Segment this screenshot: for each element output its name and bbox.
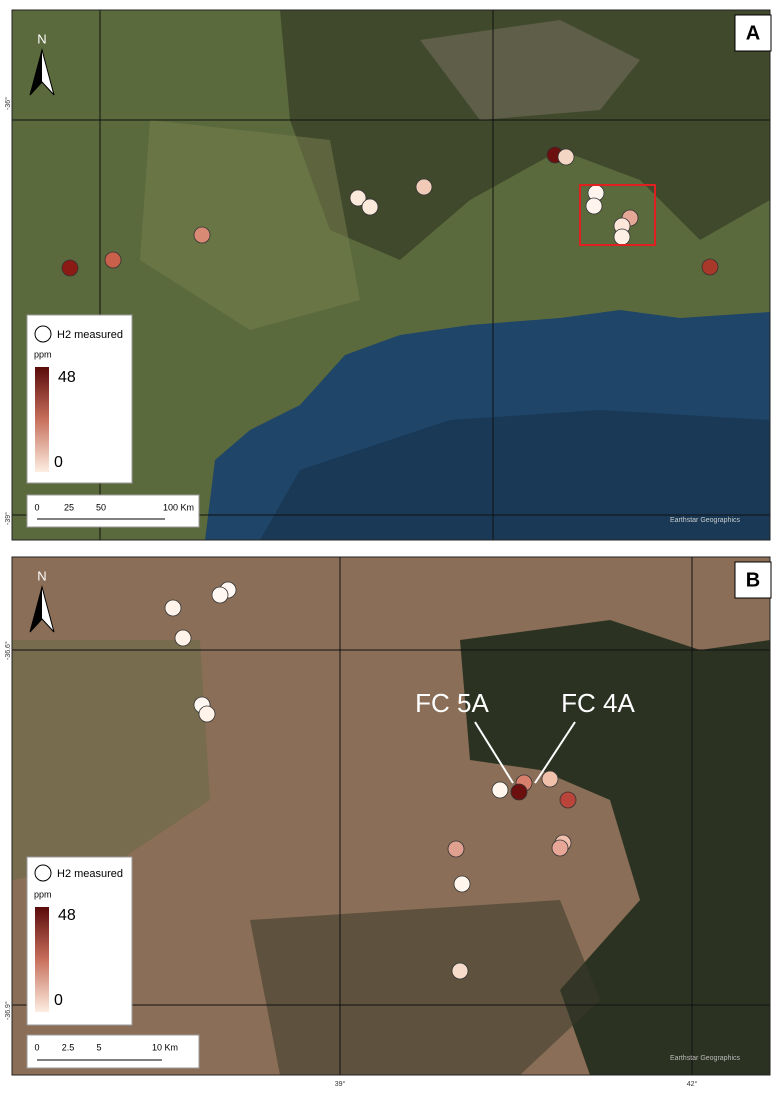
annotation-arrow [474, 721, 514, 784]
scale-label: 10 Km [152, 1042, 178, 1052]
coordinate: -36.6° [4, 641, 12, 660]
farmland [12, 640, 210, 880]
coordinate: 39° [335, 1080, 346, 1088]
legend: H2 measured ppm 48 0 [26, 856, 133, 1026]
attribution: Earthstar Geographics [670, 517, 741, 524]
legend-title: H2 measured [57, 329, 123, 341]
coordinate: -36° [4, 97, 12, 110]
legend-title: H2 measured [57, 868, 123, 880]
north-arrow [30, 50, 42, 95]
sample-point [541, 770, 559, 788]
sample-point [510, 783, 528, 801]
scale-label: 50 [96, 502, 106, 512]
deep-ocean [260, 410, 770, 540]
north-arrow [30, 587, 42, 632]
annotation: FC 4A [561, 688, 635, 718]
scale-label: 25 [64, 502, 74, 512]
points [164, 581, 577, 980]
sample-point [551, 839, 569, 857]
sample-point [701, 258, 719, 276]
dark-vegetation [250, 900, 600, 1075]
sample-point [174, 629, 192, 647]
legend-symbol [34, 864, 52, 882]
sample-point [453, 875, 471, 893]
panel-label: A [746, 22, 760, 44]
annotation-arrow [534, 721, 576, 784]
panel-label: B [746, 569, 760, 591]
legend-min: 0 [54, 454, 63, 471]
sample-point [61, 259, 79, 277]
color-ramp [35, 907, 49, 1012]
farmland [140, 120, 360, 330]
scale-label: 0 [34, 1042, 39, 1052]
coordinate: 42° [687, 1080, 698, 1088]
panel-a [12, 10, 770, 540]
legend: H2 measured ppm 48 0 [26, 314, 133, 484]
sample-point [557, 148, 575, 166]
points [61, 146, 719, 277]
legend-unit: ppm [34, 349, 52, 359]
sample-point [104, 251, 122, 269]
forest [280, 10, 770, 260]
sample-point [361, 198, 379, 216]
scale-box [26, 1034, 200, 1069]
attribution: Earthstar Geographics [670, 1055, 741, 1062]
inset-box [579, 184, 656, 246]
north-label: N [37, 568, 46, 583]
sample-point [613, 228, 631, 246]
panel-label-box [734, 561, 772, 599]
sample-point [193, 226, 211, 244]
sample-point [415, 178, 433, 196]
frame [11, 9, 771, 541]
legend-symbol [34, 325, 52, 343]
color-ramp [35, 367, 49, 472]
ranges [420, 20, 640, 120]
scale-bar: 0 25 50 100 Km [26, 494, 200, 528]
sample-point [559, 791, 577, 809]
panel-label-box [734, 14, 772, 52]
scale-box [26, 494, 200, 528]
legend-unit: ppm [34, 889, 52, 899]
sample-point [491, 781, 509, 799]
scale-label: 100 Km [163, 502, 194, 512]
scale-bar: 0 2.5 5 10 Km [26, 1034, 200, 1069]
coordinate: -36.9° [4, 1001, 12, 1020]
coordinate: -39° [4, 512, 12, 525]
north-label: N [37, 31, 46, 46]
legend-max: 48 [58, 369, 76, 386]
panel-b: FC 5A FC 4A [12, 557, 770, 1075]
sample-point [211, 586, 229, 604]
annotation: FC 5A [415, 688, 489, 718]
scale-label: 0 [34, 502, 39, 512]
sample-point [198, 705, 216, 723]
scale-label: 5 [96, 1042, 101, 1052]
sample-point [451, 962, 469, 980]
sample-point [164, 599, 182, 617]
scale-label: 2.5 [62, 1042, 75, 1052]
legend-min: 0 [54, 992, 63, 1009]
sample-point [585, 197, 603, 215]
frame [11, 556, 771, 1076]
legend-max: 48 [58, 907, 76, 924]
sample-point [349, 189, 367, 207]
sample-point [447, 840, 465, 858]
